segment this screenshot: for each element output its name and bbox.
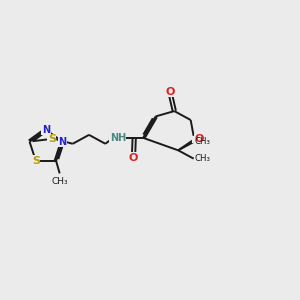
Text: CH₃: CH₃ [51,177,68,186]
Text: N: N [42,125,50,135]
Text: O: O [194,134,204,144]
Text: NH: NH [110,133,126,143]
Text: CH₃: CH₃ [195,154,211,163]
Text: N: N [58,137,66,147]
Text: O: O [166,87,175,97]
Text: S: S [32,156,40,166]
Text: O: O [129,153,138,163]
Text: S: S [48,134,56,144]
Text: CH₃: CH₃ [195,137,211,146]
